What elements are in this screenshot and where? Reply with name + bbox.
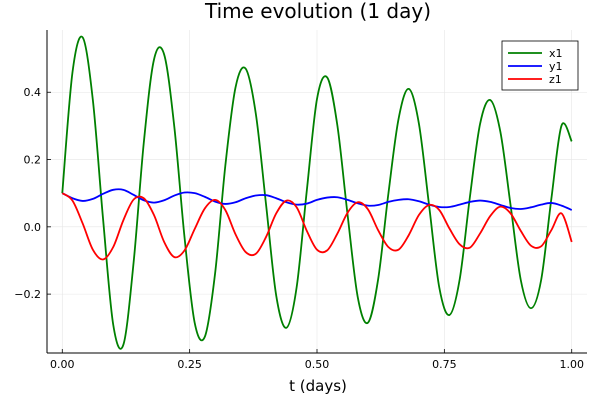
x-tick-label: 1.00: [559, 358, 584, 371]
x-tick-label: 0.50: [305, 358, 330, 371]
series-line-z1: [61, 192, 573, 261]
x-tick-label: 0.25: [177, 358, 202, 371]
legend-label-x1: x1: [549, 47, 563, 60]
y-tick-label: 0.0: [24, 221, 42, 234]
y-tick-label: −0.2: [14, 288, 41, 301]
series-lines: [61, 35, 573, 350]
y-tick-label: 0.2: [24, 154, 42, 167]
tick-labels: 0.00 0.25 0.50 0.75 1.00 −0.2 0.0 0.2 0.4: [14, 86, 584, 371]
chart-title: Time evolution (1 day): [204, 0, 431, 23]
legend-label-y1: y1: [549, 60, 563, 73]
y-tick-label: 0.4: [24, 86, 42, 99]
x-tick-label: 0.75: [432, 358, 457, 371]
x-axis-label: t (days): [289, 377, 347, 395]
legend-label-z1: z1: [549, 73, 562, 86]
x-tick-label: 0.00: [50, 358, 75, 371]
axes: [46, 30, 587, 354]
series-line-x1: [61, 35, 573, 350]
